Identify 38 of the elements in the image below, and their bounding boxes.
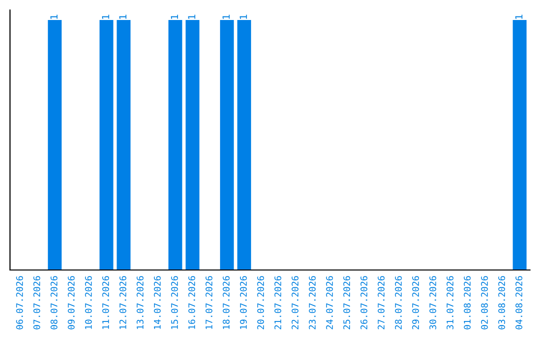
x-tick-label: 27.07.2026 bbox=[378, 276, 385, 330]
x-tick-label: 31.07.2026 bbox=[446, 276, 454, 330]
x-tick-label: 22.07.2026 bbox=[292, 276, 298, 330]
x-tick-label: 18.07.2026 bbox=[222, 276, 230, 329]
x-tick-label: 30.07.2026 bbox=[429, 276, 436, 330]
x-tick-label: 28.07.2026 bbox=[394, 276, 402, 330]
x-tick-label: 10.07.2026 bbox=[85, 276, 92, 329]
data-label: 1 bbox=[188, 14, 196, 19]
x-tick-label: 17.07.2026 bbox=[206, 276, 212, 329]
data-label: 1 bbox=[119, 14, 126, 19]
x-tick-label: 13.07.2026 bbox=[136, 276, 144, 329]
data-label: 1 bbox=[240, 14, 247, 19]
x-tick-label: 24.07.2026 bbox=[326, 276, 333, 330]
x-tick-label: 09.07.2026 bbox=[68, 276, 75, 330]
x-tick-label: 02.08.2026 bbox=[481, 276, 488, 330]
x-tick-label: 07.07.2026 bbox=[33, 276, 40, 330]
x-tick-label: 14.07.2026 bbox=[154, 276, 161, 329]
data-label: 1 bbox=[50, 14, 58, 19]
x-tick-label: 01.08.2026 bbox=[464, 276, 471, 330]
x-tick-label: 11.07.2026 bbox=[102, 276, 110, 329]
x-tick-label: 26.07.2026 bbox=[360, 276, 368, 330]
x-tick-label: 06.07.2026 bbox=[16, 276, 23, 330]
data-label: 1 bbox=[222, 14, 230, 19]
x-tick-label: 19.07.2026 bbox=[240, 276, 247, 329]
x-tick-label: 12.07.2026 bbox=[119, 276, 126, 329]
data-label: 1 bbox=[102, 14, 110, 19]
x-tick-label: 15.07.2026 bbox=[171, 276, 178, 329]
x-tick-label: 08.07.2026 bbox=[50, 276, 58, 330]
x-tick-label: 04.08.2026 bbox=[515, 276, 522, 330]
x-tick-label: 16.07.2026 bbox=[188, 276, 196, 329]
x-tick-label: 20.07.2026 bbox=[257, 276, 264, 330]
x-tick-label: 21.07.2026 bbox=[274, 276, 282, 330]
x-tick-label: 23.07.2026 bbox=[308, 276, 316, 330]
data-label: 1 bbox=[170, 14, 178, 19]
x-tick-label: 03.08.2026 bbox=[498, 276, 506, 330]
x-tick-label: 25.07.2026 bbox=[343, 276, 350, 330]
data-label: 1 bbox=[515, 14, 522, 19]
x-tick-label: 29.07.2026 bbox=[412, 276, 419, 330]
